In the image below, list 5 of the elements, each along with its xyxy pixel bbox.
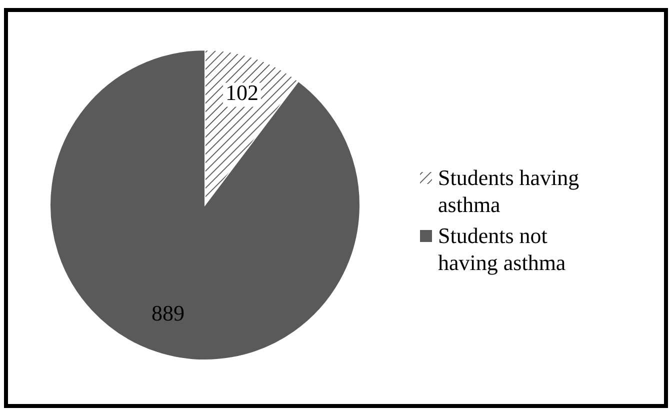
pie-slice — [50, 50, 360, 360]
legend-label: Students not having asthma — [438, 223, 566, 276]
data-label: 889 — [152, 300, 185, 326]
legend-label: Students having asthma — [438, 165, 580, 218]
data-label: 102 — [225, 80, 258, 105]
